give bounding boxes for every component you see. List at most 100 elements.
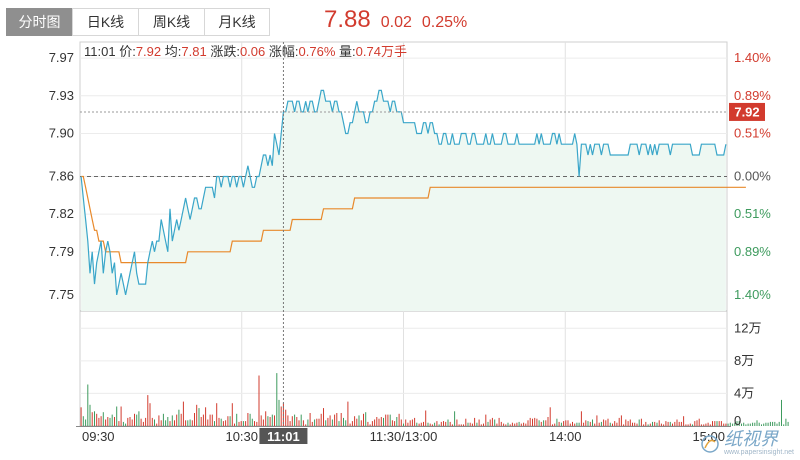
- volume-bar: [491, 417, 493, 426]
- volume-bar: [463, 424, 464, 426]
- pct-tick-label: 0.51%: [734, 206, 771, 221]
- price-change: 0.02: [380, 14, 412, 31]
- volume-bar: [85, 419, 87, 426]
- volume-bar: [687, 424, 689, 426]
- volume-bar: [647, 424, 649, 426]
- volume-bar: [712, 421, 713, 426]
- volume-bar: [720, 421, 722, 426]
- volume-bar: [365, 412, 367, 426]
- volume-bar: [256, 421, 258, 426]
- volume-bar: [149, 403, 151, 426]
- volume-bar: [298, 420, 300, 426]
- volume-bar: [398, 413, 400, 426]
- volume-bar: [756, 420, 758, 426]
- volume-bar: [709, 424, 711, 426]
- pct-tick-label: 0.89%: [734, 88, 771, 103]
- volume-bar: [700, 424, 702, 426]
- volume-bar: [569, 423, 571, 426]
- volume-bar: [614, 421, 616, 426]
- volume-bar: [249, 413, 251, 426]
- volume-bar: [560, 422, 562, 426]
- volume-bar: [629, 419, 631, 426]
- volume-bar: [171, 415, 173, 426]
- volume-bar: [391, 420, 393, 426]
- cursor-price-tag: 7.92: [734, 104, 759, 119]
- volume-bar: [305, 424, 307, 426]
- volume-bar: [460, 424, 462, 426]
- svg-text:11:01 价:7.92 均:7.81 涨跌:0.06 涨幅: 11:01 价:7.92 均:7.81 涨跌:0.06 涨幅:0.76% 量:0…: [84, 44, 407, 59]
- volume-bar: [96, 413, 98, 426]
- volume-bar: [565, 420, 567, 426]
- volume-bar: [645, 421, 647, 426]
- volume-bar: [134, 413, 135, 426]
- volume-bar: [607, 418, 609, 426]
- volume-bar: [314, 419, 316, 426]
- volume-bar: [349, 423, 351, 426]
- quote-header: 7.88 0.02 0.25%: [324, 6, 467, 34]
- volume-bar: [100, 416, 102, 426]
- volume-bar: [465, 418, 467, 426]
- volume-bar: [107, 417, 109, 426]
- volume-bar: [660, 423, 662, 426]
- volume-bar: [262, 419, 264, 426]
- volume-bar: [225, 420, 227, 426]
- volume-bar: [723, 423, 725, 426]
- info-avg-value: 7.81: [181, 44, 206, 59]
- volume-bar: [327, 417, 329, 426]
- volume-bar: [87, 384, 89, 426]
- volume-bar: [269, 417, 271, 426]
- volume-bar: [769, 421, 771, 426]
- volume-bar: [418, 423, 420, 426]
- volume-bar: [632, 422, 633, 426]
- volume-bar: [683, 416, 685, 426]
- volume-bar: [94, 411, 95, 426]
- volume-bar: [138, 411, 140, 426]
- y-tick-label: 7.86: [49, 169, 74, 184]
- watermark-logo-icon: [701, 434, 719, 453]
- volume-bar: [114, 417, 115, 426]
- tab-intraday[interactable]: 分时图: [6, 8, 72, 36]
- volume-bar: [669, 421, 671, 426]
- volume-bar: [454, 411, 456, 426]
- volume-bar: [749, 423, 751, 426]
- volume-bar: [420, 422, 422, 426]
- volume-bar: [758, 422, 760, 426]
- volume-bar: [763, 423, 765, 426]
- volume-bar: [440, 421, 442, 426]
- volume-bar: [494, 419, 496, 426]
- volume-bar: [476, 422, 478, 426]
- volume-bar: [222, 421, 224, 426]
- volume-bar: [485, 414, 487, 426]
- volume-bar: [609, 422, 611, 426]
- volume-bar: [469, 422, 471, 426]
- price-change-percent: 0.25%: [421, 14, 468, 31]
- volume-bar: [636, 423, 638, 426]
- volume-bar: [356, 418, 358, 426]
- volume-bar: [389, 414, 391, 426]
- volume-bar: [438, 424, 440, 426]
- volume-bar: [236, 413, 238, 426]
- volume-bar: [167, 417, 169, 426]
- volume-bar: [787, 421, 789, 426]
- volume-bar: [240, 421, 242, 426]
- volume-bar: [680, 421, 682, 426]
- volume-bar: [407, 422, 409, 426]
- volume-bar: [227, 416, 229, 426]
- volume-bar: [783, 424, 785, 426]
- volume-bar: [527, 420, 529, 426]
- volume-bar: [214, 421, 215, 426]
- volume-bar: [567, 420, 569, 426]
- tab-monthly-k[interactable]: 月K线: [204, 8, 270, 36]
- volume-bar: [774, 421, 776, 426]
- tab-weekly-k[interactable]: 周K线: [138, 8, 204, 36]
- volume-bar: [592, 419, 593, 426]
- volume-bar: [198, 408, 200, 426]
- volume-bar: [351, 421, 353, 426]
- volume-bar: [122, 421, 124, 426]
- cursor-time-tag: 11:01: [267, 429, 300, 444]
- volume-bar: [714, 421, 716, 426]
- tab-daily-k[interactable]: 日K线: [72, 8, 138, 36]
- volume-bar: [265, 411, 267, 426]
- volume-bar: [156, 423, 158, 426]
